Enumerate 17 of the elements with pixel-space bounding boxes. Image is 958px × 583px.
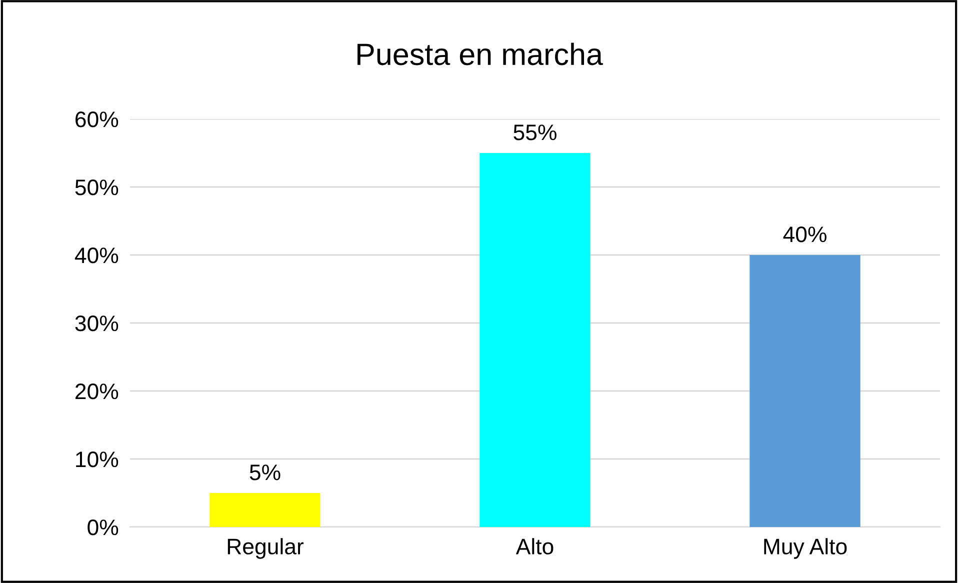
x-tick-label: Muy Alto bbox=[764, 538, 847, 559]
x-tick-label: Alto bbox=[516, 538, 554, 554]
bar bbox=[750, 255, 860, 527]
y-tick-label: 0% bbox=[88, 520, 118, 536]
bar bbox=[480, 153, 590, 527]
y-tick-label: 10% bbox=[76, 452, 118, 468]
y-tick-label: 30% bbox=[75, 316, 118, 332]
data-label: 5% bbox=[250, 464, 280, 480]
y-tick-label: 20% bbox=[76, 384, 118, 400]
y-tick-label: 50% bbox=[75, 180, 118, 196]
y-tick-label: 60% bbox=[76, 112, 118, 128]
chart-title: Puesta en marcha bbox=[358, 42, 603, 66]
data-label: 40% bbox=[783, 226, 826, 242]
x-tick-label: Regular bbox=[228, 538, 304, 559]
bar bbox=[210, 493, 320, 527]
y-tick-label: 40% bbox=[74, 248, 118, 264]
data-label: 55% bbox=[514, 124, 556, 140]
